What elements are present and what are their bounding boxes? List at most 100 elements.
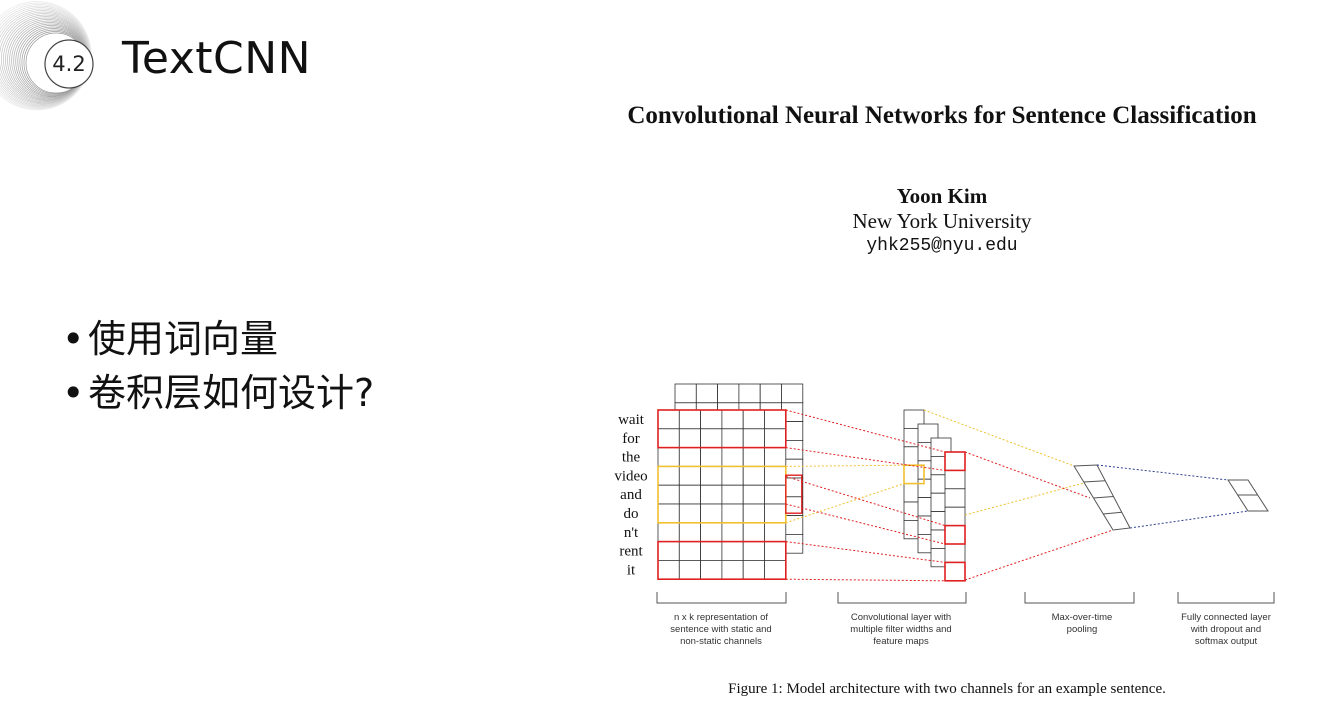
matrix-cell <box>764 409 787 430</box>
matrix-cell <box>700 447 723 467</box>
pooling-divider <box>1093 496 1114 499</box>
matrix-cell <box>678 428 702 448</box>
matrix-cell <box>678 559 702 580</box>
paper-title: Convolutional Neural Networks for Senten… <box>627 102 1257 129</box>
section-badge-swirl <box>0 1 94 111</box>
section-number: 4.2 <box>52 52 86 76</box>
matrix-cell <box>657 428 680 448</box>
stage-label: non-static channels <box>680 636 762 647</box>
matrix-cell <box>695 383 719 404</box>
feature-map-cell <box>944 561 966 582</box>
feature-map-cell <box>944 506 966 526</box>
matrix-cell <box>700 503 723 524</box>
matrix-cell <box>721 559 744 580</box>
matrix-cell <box>674 383 697 404</box>
matrix-cell <box>764 484 787 505</box>
matrix-cell <box>678 503 702 524</box>
feature-map-cell <box>944 543 966 563</box>
matrix-cell <box>678 541 702 561</box>
slide-title: TextCNN <box>122 33 312 84</box>
paper-affiliation: New York University <box>852 209 1032 233</box>
channel-tab <box>785 474 803 514</box>
feature-map-cell <box>944 451 966 471</box>
matrix-cell <box>721 484 744 505</box>
matrix-cell <box>742 522 765 543</box>
matrix-cell <box>764 541 787 561</box>
connector-line <box>1129 510 1249 529</box>
stage-label: pooling <box>1067 624 1098 635</box>
matrix-cell <box>764 466 787 486</box>
figure-caption: Figure 1: Model architecture with two ch… <box>728 681 1166 697</box>
matrix-cell <box>678 484 702 505</box>
stage-bracket <box>656 592 787 604</box>
bullet-item: •使用词向量 <box>62 312 374 366</box>
matrix-cell <box>721 447 744 467</box>
filter-window <box>657 540 787 581</box>
matrix-cell <box>764 447 787 467</box>
feature-map-cell <box>944 525 966 545</box>
feature-map-cell <box>944 470 966 490</box>
number-circle <box>44 39 94 89</box>
filter-window <box>657 409 787 449</box>
matrix-cell <box>781 383 804 404</box>
connector-line <box>785 578 946 582</box>
bullet-text: 使用词向量 <box>88 317 279 361</box>
word-label: do <box>624 506 639 522</box>
word-label: the <box>622 450 641 466</box>
stage-label: feature maps <box>873 636 929 647</box>
matrix-cell <box>759 383 782 404</box>
matrix-cell <box>678 409 702 430</box>
matrix-cell <box>764 428 787 448</box>
matrix-cell <box>764 559 787 580</box>
matrix-cell <box>742 484 765 505</box>
matrix-cell <box>657 484 680 505</box>
matrix-cell <box>742 559 765 580</box>
word-label: and <box>620 487 642 503</box>
matrix-cell <box>678 447 702 467</box>
connector-line <box>785 483 905 524</box>
feature-cell-highlight <box>903 464 925 485</box>
matrix-cell <box>721 428 744 448</box>
matrix-cell <box>742 428 765 448</box>
word-label: for <box>622 431 640 447</box>
matrix-cell <box>657 559 680 580</box>
pooling-divider <box>1103 511 1122 515</box>
matrix-cell <box>764 503 787 524</box>
matrix-cell <box>742 503 765 524</box>
matrix-cell <box>721 409 744 430</box>
feature-cell-highlight <box>944 451 966 472</box>
connector-line <box>785 541 946 563</box>
word-label: video <box>614 468 647 484</box>
matrix-cell <box>721 541 744 561</box>
matrix-cell <box>700 541 723 561</box>
matrix-cell <box>700 522 723 543</box>
matrix-cell <box>700 559 723 580</box>
word-label: it <box>627 562 636 578</box>
stage-bracket <box>1177 592 1275 604</box>
matrix-cell <box>657 503 680 524</box>
connector-line <box>1096 464 1229 481</box>
stage-bracket <box>837 592 967 604</box>
matrix-cell <box>738 383 761 404</box>
word-label: rent <box>619 544 643 560</box>
pooling-divider <box>1083 480 1106 483</box>
matrix-cell <box>700 428 723 448</box>
matrix-cell <box>678 522 702 543</box>
bullet-dot: • <box>62 371 85 415</box>
connector-line <box>785 409 946 453</box>
matrix-cell <box>721 503 744 524</box>
word-label: wait <box>618 412 645 428</box>
connector-line <box>964 529 1114 581</box>
matrix-cell <box>764 522 787 543</box>
feature-cell-highlight <box>944 524 966 545</box>
stage-label: Convolutional layer with <box>851 612 951 623</box>
stage-label: Fully connected layer <box>1181 612 1271 623</box>
matrix-cell <box>742 466 765 486</box>
stage-label: n x k representation of <box>674 612 768 623</box>
connector-line <box>785 447 946 471</box>
feature-map-cell <box>944 488 966 508</box>
matrix-cell <box>657 466 680 486</box>
matrix-cell <box>657 409 680 430</box>
matrix-cell <box>700 484 723 505</box>
connector-line <box>964 482 1085 516</box>
